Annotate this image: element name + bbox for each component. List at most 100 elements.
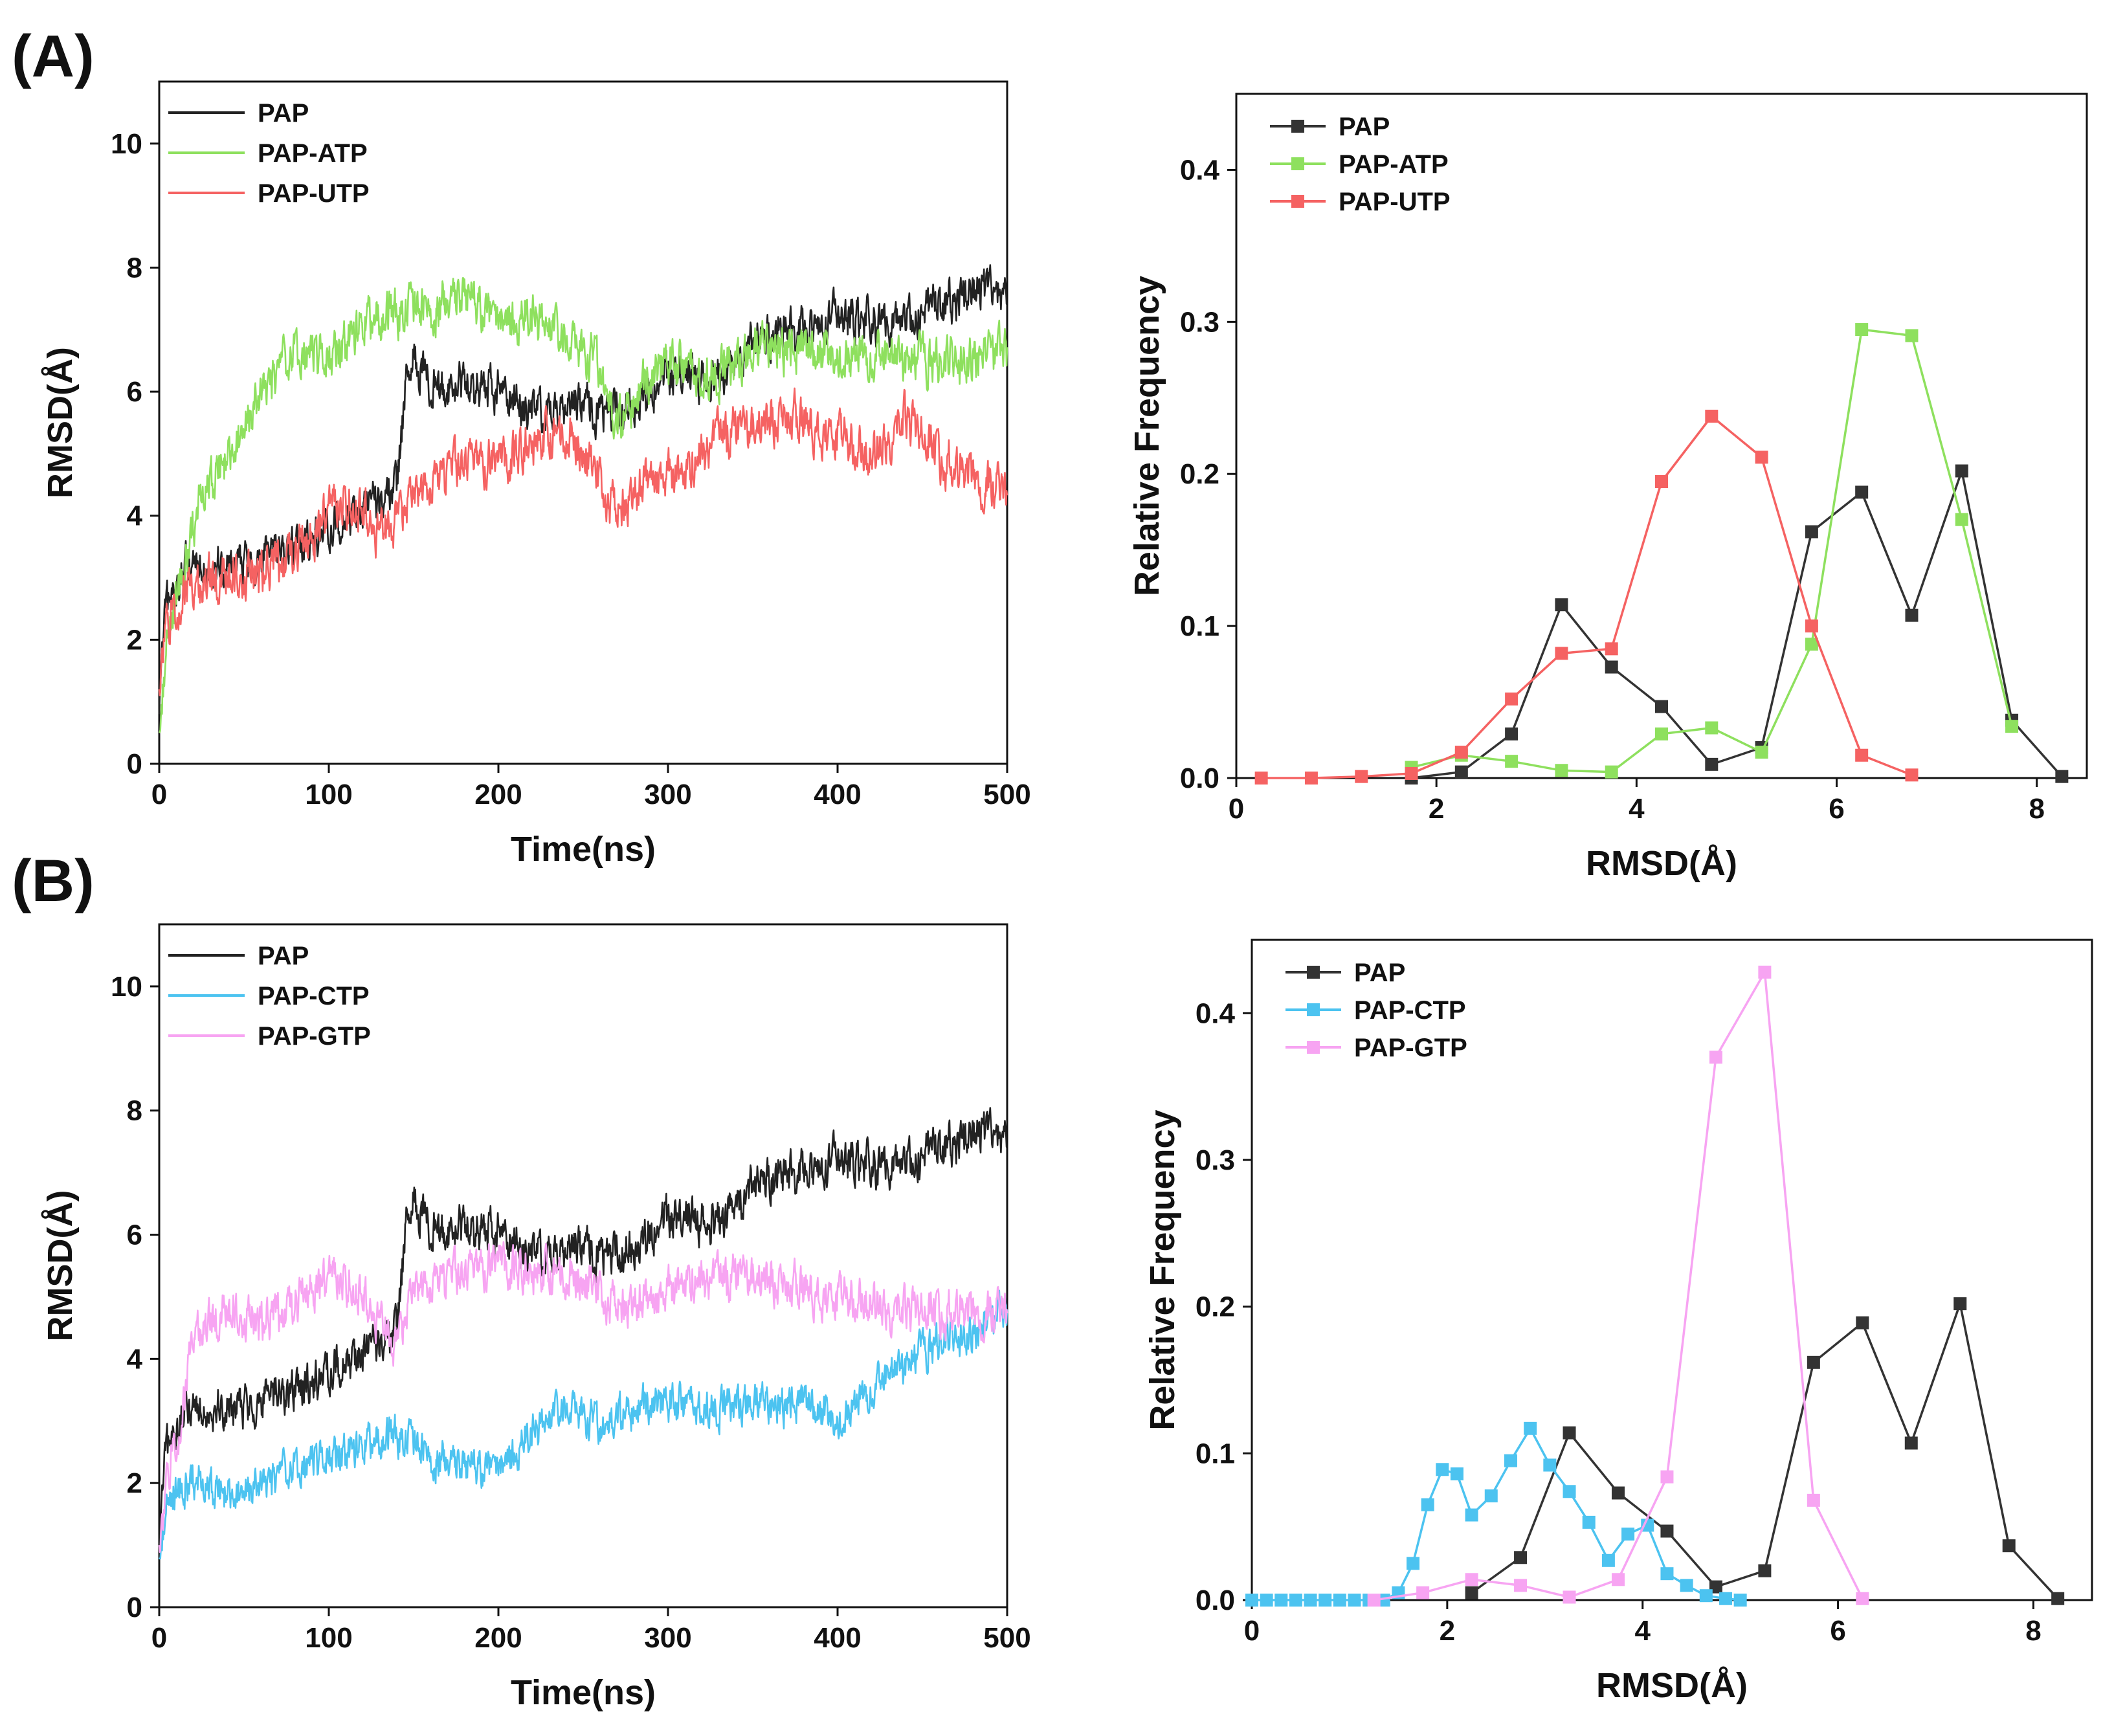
legend-marker [1307, 1041, 1320, 1054]
data-point-pap-atp [1705, 721, 1719, 735]
x-tick-label: 200 [474, 1622, 522, 1654]
y-tick-label: 8 [127, 252, 142, 284]
data-point-pap-ctp [1621, 1528, 1635, 1541]
series-line-pap-utp [158, 387, 1008, 696]
y-tick-label: 0.0 [1180, 762, 1219, 794]
series-line-pap [158, 264, 1008, 715]
legend-marker [1291, 120, 1304, 133]
data-point-pap-ctp [1484, 1489, 1498, 1503]
data-point-pap-utp [1705, 409, 1719, 423]
data-point-pap [2055, 770, 2069, 783]
data-point-pap [2051, 1592, 2065, 1605]
x-tick-label: 6 [1829, 793, 1844, 825]
chart-a-rmsd-time: 0 100 200 300 400 500 0 2 4 6 8 10 Time(ns) RMSD(Å) PA… [41, 80, 1031, 869]
data-point-pap [1555, 598, 1568, 612]
x-axis-title: RMSD(Å) [1596, 1666, 1748, 1705]
data-point-pap-gtp [1465, 1573, 1478, 1586]
data-point-pap-gtp [1660, 1470, 1674, 1484]
data-point-pap-utp [1655, 474, 1668, 488]
x-tick-label: 500 [983, 1622, 1030, 1654]
x-tick-label: 300 [644, 1622, 691, 1654]
data-point-pap [1454, 765, 1468, 779]
data-point-pap [1705, 757, 1719, 771]
series-line-pap [158, 1107, 1008, 1558]
data-point-pap-ctp [1450, 1467, 1463, 1481]
x-tick-label: 0 [1229, 793, 1244, 825]
data-point-pap [1905, 608, 1919, 622]
y-tick-label: 6 [127, 376, 142, 408]
data-point-pap [1611, 1486, 1625, 1500]
data-point-pap-ctp [1333, 1594, 1346, 1607]
legend-label: PAP [258, 99, 309, 128]
legend-label: PAP-CTP [258, 982, 370, 1010]
data-point-pap-utp [1555, 647, 1568, 660]
data-point-pap [1465, 1586, 1478, 1599]
data-point-pap [1660, 1524, 1674, 1538]
data-point-pap-utp [1454, 746, 1468, 759]
x-tick-label: 500 [983, 779, 1030, 810]
data-point-pap-ctp [1319, 1594, 1332, 1607]
series-line-pap-atp [158, 277, 1008, 733]
data-point-pap-utp [1304, 772, 1318, 785]
y-tick-label: 10 [111, 128, 142, 160]
data-point-pap-gtp [1611, 1573, 1625, 1586]
data-point-pap-atp [1905, 329, 1919, 342]
y-tick-label: 10 [111, 971, 142, 1003]
data-point-pap-utp [1905, 768, 1919, 782]
x-tick-label: 100 [305, 1622, 352, 1654]
data-point-pap-ctp [1304, 1594, 1317, 1607]
x-axis-title: Time(ns) [511, 830, 656, 869]
data-point-pap [1904, 1436, 1918, 1450]
y-tick-label: 2 [127, 624, 142, 656]
y-tick-label: 0.3 [1180, 306, 1219, 338]
data-point-pap-gtp [1856, 1592, 1869, 1605]
legend-label: PAP-UTP [258, 179, 370, 208]
data-point-pap-utp [1405, 766, 1418, 780]
data-point-pap-atp [2005, 720, 2019, 733]
data-point-pap-ctp [1543, 1458, 1557, 1472]
y-tick-label: 8 [127, 1095, 142, 1127]
series-pap-ctp [1245, 1421, 1747, 1607]
data-point-pap [1709, 1580, 1722, 1594]
data-point-pap-atp [1555, 764, 1568, 777]
series-pap-gtp [158, 1241, 1008, 1553]
x-axis-title: Time(ns) [511, 1673, 656, 1712]
x-tick-label: 8 [2025, 1615, 2041, 1647]
series-line-pap-utp [1261, 415, 1913, 779]
legend: PAP PAP-CTP PAP-GTP [1285, 959, 1467, 1062]
y-tick-label: 0.4 [1196, 997, 1236, 1029]
data-point-pap-ctp [1719, 1592, 1733, 1605]
data-point-pap-gtp [1367, 1594, 1381, 1607]
legend: PAP PAP-ATP PAP-UTP [168, 99, 370, 208]
x-tick-label: 0 [151, 1622, 167, 1654]
legend-label: PAP-ATP [1339, 150, 1449, 179]
legend-marker [1291, 195, 1304, 208]
y-tick-label: 0.3 [1196, 1144, 1235, 1176]
data-point-pap-atp [1955, 513, 1968, 526]
data-point-pap [1855, 485, 1869, 499]
x-tick-label: 200 [474, 779, 522, 810]
y-tick-label: 6 [127, 1219, 142, 1251]
chart-b-frequency: 0 2 4 6 8 0.0 0.1 0.2 0.3 0.4 RMSD(Å) Relative Freq… [1143, 939, 2093, 1705]
series-pap-atp [1405, 323, 2019, 779]
legend-label: PAP [258, 942, 309, 970]
legend-label: PAP [1339, 113, 1390, 141]
series-line-pap-gtp [158, 1241, 1008, 1553]
y-axis-title: RMSD(Å) [41, 347, 80, 498]
data-point-pap-ctp [1260, 1594, 1273, 1607]
y-tick-label: 0 [127, 748, 142, 780]
chart-a-frequency: 0 2 4 6 8 0.0 0.1 0.2 0.3 0.4 RMSD(Å) Relative Freq… [1128, 93, 2088, 883]
data-point-pap-utp [1805, 619, 1818, 633]
y-tick-label: 4 [127, 500, 143, 532]
x-tick-label: 0 [1244, 1615, 1260, 1647]
data-point-pap-ctp [1377, 1594, 1390, 1607]
data-point-pap-ctp [1563, 1485, 1576, 1498]
legend-label: PAP-UTP [1339, 188, 1451, 216]
data-point-pap-ctp [1524, 1421, 1537, 1435]
data-point-pap [1807, 1355, 1820, 1369]
series-pap [158, 1107, 1008, 1558]
legend: PAP PAP-ATP PAP-UTP [1270, 113, 1451, 216]
series-line-pap [1471, 1302, 2059, 1599]
y-tick-label: 0.4 [1180, 154, 1220, 186]
